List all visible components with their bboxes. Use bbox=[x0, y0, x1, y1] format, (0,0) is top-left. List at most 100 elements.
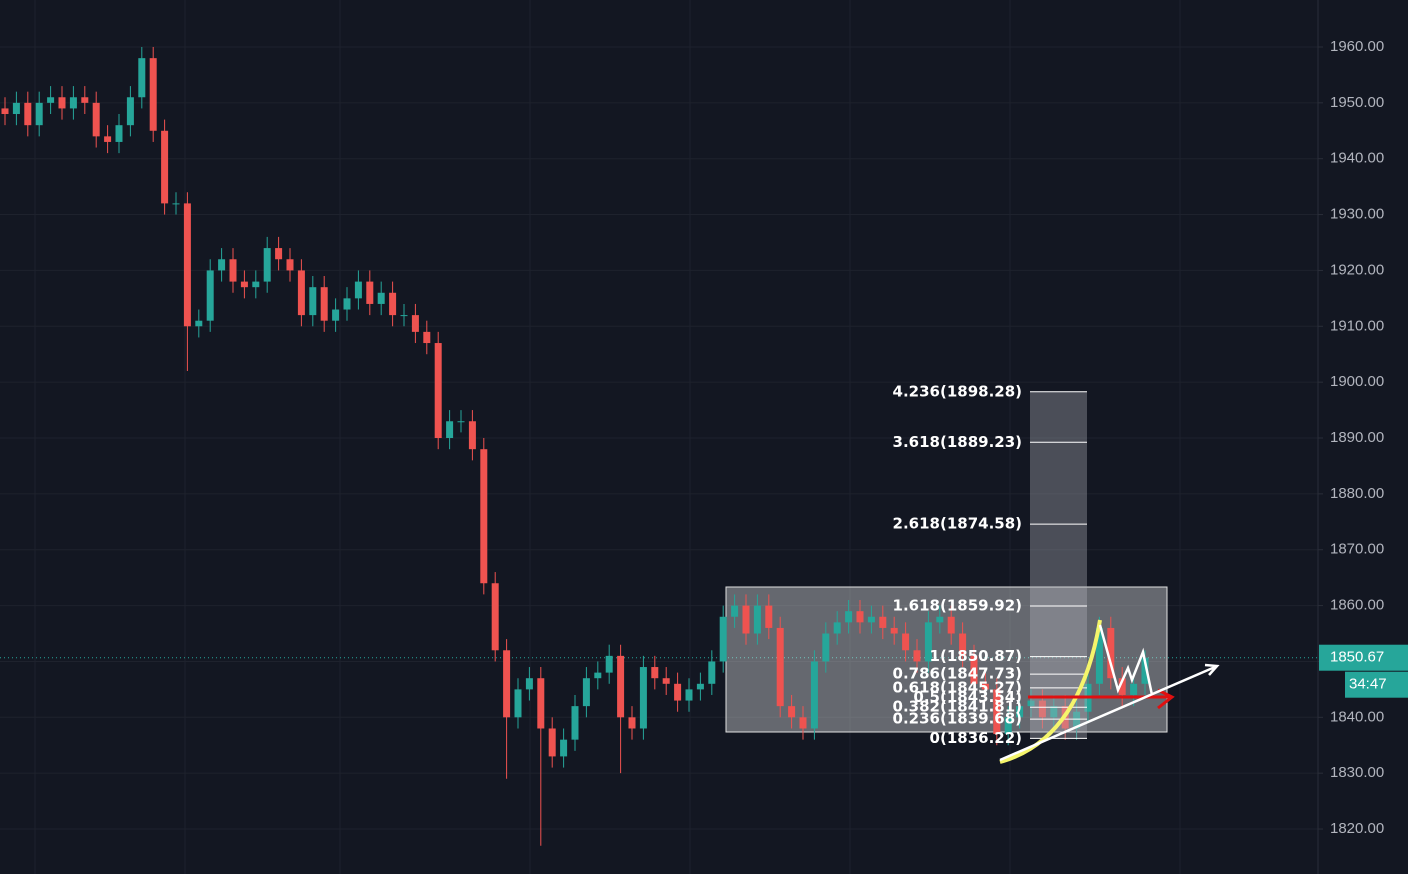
candle-body bbox=[1004, 717, 1012, 735]
candle-body bbox=[309, 287, 317, 316]
y-tick-label: 1890.00 bbox=[1330, 429, 1384, 446]
candle-body bbox=[503, 650, 511, 718]
candle-body bbox=[115, 125, 123, 142]
candle-body bbox=[1107, 627, 1115, 679]
candle-body bbox=[765, 605, 773, 628]
candle-body bbox=[548, 728, 556, 757]
candle-body bbox=[35, 102, 43, 126]
candle-body bbox=[753, 605, 761, 634]
candle-body bbox=[58, 97, 66, 109]
y-tick-label: 1940.00 bbox=[1330, 150, 1384, 167]
candle-body bbox=[400, 315, 408, 317]
candle-body bbox=[810, 661, 818, 729]
candle-body bbox=[594, 672, 602, 679]
candle-body bbox=[138, 58, 146, 98]
candle-body bbox=[525, 678, 533, 690]
candles bbox=[1, 46, 1149, 846]
candle-body bbox=[1027, 700, 1035, 707]
candle-body bbox=[149, 58, 157, 131]
y-tick-label: 1830.00 bbox=[1330, 764, 1384, 781]
candle-body bbox=[788, 706, 796, 718]
candle-body bbox=[605, 655, 613, 673]
candle-body bbox=[320, 287, 328, 321]
candle-body bbox=[993, 689, 1001, 735]
candle-body bbox=[879, 616, 887, 628]
candle-body bbox=[218, 259, 226, 271]
candle-body bbox=[297, 270, 305, 316]
candle-body bbox=[1095, 627, 1103, 684]
candle-body bbox=[275, 248, 283, 260]
y-tick-label: 1860.00 bbox=[1330, 597, 1384, 614]
candle-body bbox=[69, 97, 77, 109]
candle-body bbox=[708, 661, 716, 684]
candle-body bbox=[263, 248, 271, 282]
candle-body bbox=[902, 633, 910, 651]
candle-body bbox=[651, 667, 659, 679]
candle-body bbox=[924, 622, 932, 662]
candle-body bbox=[332, 309, 340, 321]
candle-body bbox=[1016, 706, 1024, 718]
last-price-box bbox=[1319, 644, 1408, 671]
fib-label: 3.618(1889.23) bbox=[893, 433, 1022, 451]
grid bbox=[0, 46, 1318, 830]
candle-body bbox=[1130, 683, 1138, 695]
candle-body bbox=[104, 136, 112, 142]
candle-body bbox=[1038, 700, 1046, 718]
candle-body bbox=[206, 270, 214, 321]
candle-body bbox=[366, 281, 374, 304]
drawings bbox=[999, 619, 1220, 764]
candle-body bbox=[742, 605, 750, 634]
fib-label: 0(1836.22) bbox=[930, 729, 1022, 747]
fib-label: 0.618(1845.27) bbox=[893, 678, 1022, 696]
candle-body bbox=[47, 97, 55, 103]
fib-label: 1.618(1859.92) bbox=[893, 597, 1022, 615]
candle-body bbox=[183, 203, 191, 327]
fib-label: 2.618(1874.58) bbox=[893, 515, 1022, 533]
candle-body bbox=[354, 281, 362, 299]
range-box bbox=[725, 586, 1168, 733]
fib-zone bbox=[1030, 391, 1087, 739]
y-tick-label: 1840.00 bbox=[1330, 708, 1384, 725]
candle-body bbox=[240, 281, 248, 288]
candle-body bbox=[1, 108, 9, 115]
candle-body bbox=[286, 259, 294, 271]
y-tick-label: 1930.00 bbox=[1330, 206, 1384, 223]
candle-body bbox=[81, 97, 89, 103]
candle-body bbox=[343, 298, 351, 310]
last-price-label: 1850.67 bbox=[1330, 649, 1384, 666]
candle-body bbox=[24, 102, 32, 126]
fib-label: 4.236(1898.28) bbox=[893, 382, 1022, 400]
candle-body bbox=[161, 130, 169, 204]
fib-label: 0.382(1841.81) bbox=[893, 698, 1022, 716]
candle-body bbox=[12, 102, 20, 115]
candle-body bbox=[1073, 711, 1081, 729]
y-tick-label: 1870.00 bbox=[1330, 541, 1384, 558]
candle-body bbox=[423, 331, 431, 344]
candle-body bbox=[947, 616, 955, 634]
yellow-curve bbox=[999, 619, 1102, 764]
fib-label: 0.786(1847.73) bbox=[893, 665, 1022, 683]
candle-body bbox=[845, 611, 853, 623]
candle-body bbox=[719, 616, 727, 662]
candle-body bbox=[434, 343, 442, 439]
candle-body bbox=[491, 583, 499, 651]
candle-body bbox=[936, 616, 944, 623]
candle-body bbox=[377, 292, 385, 304]
y-tick-label: 1880.00 bbox=[1330, 485, 1384, 502]
candle-body bbox=[617, 655, 625, 718]
candle-body bbox=[229, 259, 237, 282]
candle-body bbox=[776, 627, 784, 707]
candle-body bbox=[389, 292, 397, 316]
candle-body bbox=[696, 683, 704, 690]
candle-body bbox=[126, 97, 134, 126]
candle-body bbox=[731, 605, 739, 617]
y-tick-label: 1960.00 bbox=[1330, 38, 1384, 55]
candle-body bbox=[560, 739, 568, 757]
candle-body bbox=[799, 717, 807, 729]
candle-body bbox=[514, 689, 522, 718]
wave-path bbox=[1098, 624, 1154, 696]
trend-arrow bbox=[999, 665, 1216, 762]
candle-body bbox=[92, 102, 100, 137]
